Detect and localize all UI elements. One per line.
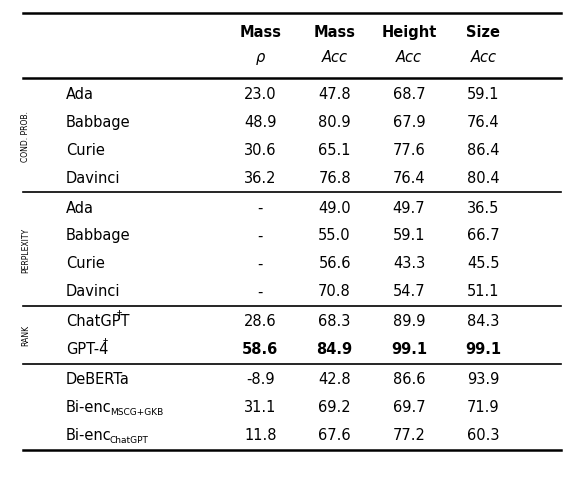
Text: Curie: Curie xyxy=(66,143,105,158)
Text: Acc: Acc xyxy=(321,50,348,66)
Text: Babbage: Babbage xyxy=(66,114,130,130)
Text: Height: Height xyxy=(382,25,436,40)
Text: MSCG+GKB: MSCG+GKB xyxy=(110,408,163,417)
Text: GPT-4: GPT-4 xyxy=(66,342,108,357)
Text: 68.3: 68.3 xyxy=(319,314,351,330)
Text: 76.4: 76.4 xyxy=(392,170,426,185)
Text: 67.6: 67.6 xyxy=(318,428,351,444)
Text: 43.3: 43.3 xyxy=(393,257,425,272)
Text: 93.9: 93.9 xyxy=(467,372,499,388)
Text: -: - xyxy=(257,257,263,272)
Text: 23.0: 23.0 xyxy=(244,87,277,102)
Text: 76.4: 76.4 xyxy=(467,114,500,130)
Text: 55.0: 55.0 xyxy=(318,228,351,243)
Text: 84.3: 84.3 xyxy=(467,314,499,330)
Text: 77.2: 77.2 xyxy=(392,428,426,444)
Text: Davinci: Davinci xyxy=(66,170,120,185)
Text: 67.9: 67.9 xyxy=(392,114,426,130)
Text: 49.0: 49.0 xyxy=(318,201,351,216)
Text: Acc: Acc xyxy=(470,50,496,66)
Text: Mass: Mass xyxy=(313,25,356,40)
Text: 99.1: 99.1 xyxy=(391,342,427,357)
Text: 69.2: 69.2 xyxy=(318,400,351,415)
Text: 54.7: 54.7 xyxy=(392,284,426,299)
Text: 47.8: 47.8 xyxy=(318,87,351,102)
Text: 60.3: 60.3 xyxy=(467,428,499,444)
Text: 68.7: 68.7 xyxy=(392,87,426,102)
Text: 56.6: 56.6 xyxy=(319,257,351,272)
Text: ChatGPT: ChatGPT xyxy=(110,436,149,445)
Text: 80.4: 80.4 xyxy=(467,170,500,185)
Text: 36.5: 36.5 xyxy=(467,201,499,216)
Text: †: † xyxy=(102,337,108,347)
Text: 89.9: 89.9 xyxy=(393,314,425,330)
Text: Davinci: Davinci xyxy=(66,284,120,299)
Text: 71.9: 71.9 xyxy=(467,400,500,415)
Text: -: - xyxy=(257,284,263,299)
Text: 51.1: 51.1 xyxy=(467,284,499,299)
Text: 58.6: 58.6 xyxy=(242,342,279,357)
Text: -: - xyxy=(257,201,263,216)
Text: 77.6: 77.6 xyxy=(392,143,426,158)
Text: ChatGPT: ChatGPT xyxy=(66,314,129,330)
Text: Acc: Acc xyxy=(396,50,422,66)
Text: Bi-enc: Bi-enc xyxy=(66,428,112,444)
Text: Ada: Ada xyxy=(66,87,94,102)
Text: 45.5: 45.5 xyxy=(467,257,499,272)
Text: 36.2: 36.2 xyxy=(244,170,276,185)
Text: 99.1: 99.1 xyxy=(465,342,502,357)
Text: Size: Size xyxy=(466,25,500,40)
Text: †: † xyxy=(117,309,122,319)
Text: 30.6: 30.6 xyxy=(244,143,276,158)
Text: 31.1: 31.1 xyxy=(244,400,276,415)
Text: RANK: RANK xyxy=(21,326,30,346)
Text: Babbage: Babbage xyxy=(66,228,130,243)
Text: -: - xyxy=(257,228,263,243)
Text: 49.7: 49.7 xyxy=(392,201,426,216)
Text: -8.9: -8.9 xyxy=(246,372,275,388)
Text: Mass: Mass xyxy=(239,25,281,40)
Text: 28.6: 28.6 xyxy=(244,314,277,330)
Text: 59.1: 59.1 xyxy=(393,228,425,243)
Text: Ada: Ada xyxy=(66,201,94,216)
Text: 65.1: 65.1 xyxy=(319,143,351,158)
Text: 48.9: 48.9 xyxy=(244,114,276,130)
Text: ρ: ρ xyxy=(256,50,265,66)
Text: 76.8: 76.8 xyxy=(318,170,351,185)
Text: 80.9: 80.9 xyxy=(318,114,351,130)
Text: 84.9: 84.9 xyxy=(316,342,353,357)
Text: 86.4: 86.4 xyxy=(467,143,499,158)
Text: 66.7: 66.7 xyxy=(467,228,500,243)
Text: 86.6: 86.6 xyxy=(393,372,425,388)
Text: 11.8: 11.8 xyxy=(244,428,276,444)
Text: 59.1: 59.1 xyxy=(467,87,499,102)
Text: 69.7: 69.7 xyxy=(392,400,426,415)
Text: PERPLEXITY: PERPLEXITY xyxy=(21,227,30,273)
Text: 42.8: 42.8 xyxy=(318,372,351,388)
Text: 70.8: 70.8 xyxy=(318,284,351,299)
Text: Bi-enc: Bi-enc xyxy=(66,400,112,415)
Text: DeBERTa: DeBERTa xyxy=(66,372,130,388)
Text: COND. PROB.: COND. PROB. xyxy=(21,111,30,161)
Text: Curie: Curie xyxy=(66,257,105,272)
